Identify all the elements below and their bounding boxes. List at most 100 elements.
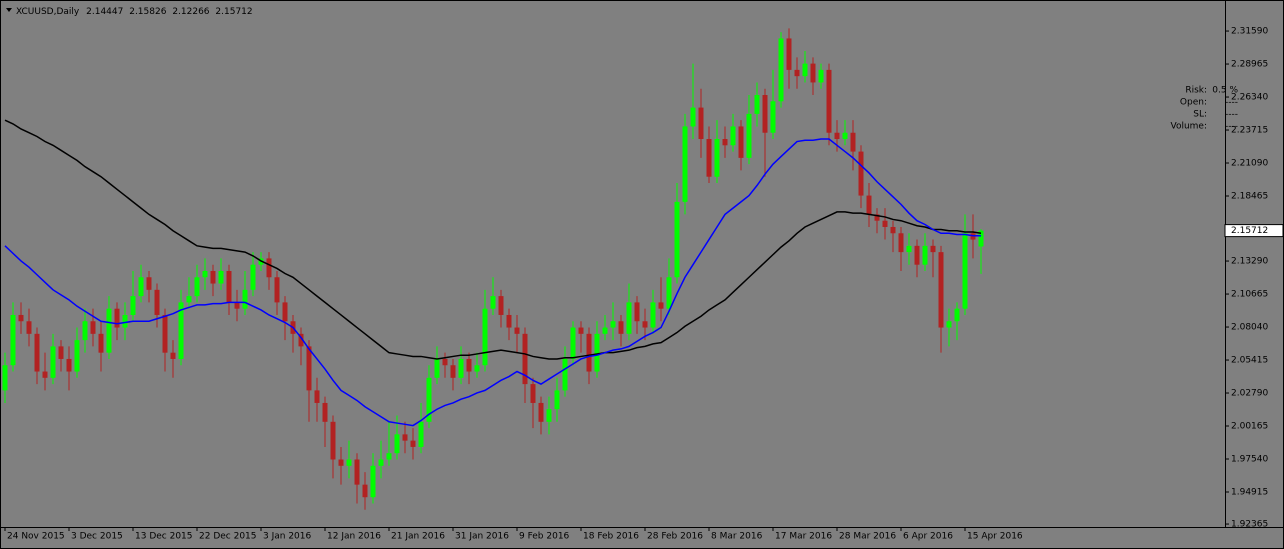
candle-body (346, 459, 352, 466)
candle-body (378, 459, 384, 466)
x-tick-label: 9 Feb 2016 (519, 532, 570, 542)
candle-body (906, 245, 912, 253)
candle-body (282, 302, 288, 322)
candle-body (162, 314, 168, 353)
candle-body (610, 321, 616, 328)
candle-body (330, 421, 336, 460)
candle-body (882, 220, 888, 227)
candle-body (658, 302, 664, 309)
candle-body (66, 358, 72, 372)
candle-body (810, 63, 816, 83)
candle-body (650, 302, 656, 328)
panel-value: 0.5 % (1212, 86, 1238, 96)
candle-body (562, 358, 568, 391)
menu-arrow[interactable] (6, 8, 12, 12)
panel-label: Volume: (1170, 122, 1207, 132)
y-tick-label: 2.21090 (1231, 159, 1268, 169)
candle-body (858, 151, 864, 196)
candle-body (274, 277, 280, 303)
candle-body (394, 434, 400, 454)
candle-body (210, 270, 216, 284)
x-tick-label: 3 Jan 2016 (263, 532, 311, 542)
symbol: XCUUSD,Daily (16, 7, 80, 17)
y-tick-label: 2.10665 (1231, 290, 1268, 300)
candle-body (802, 63, 808, 77)
candle-body (250, 264, 256, 290)
candle-body (546, 409, 552, 422)
candle-body (90, 321, 96, 334)
candle-body (466, 358, 472, 372)
candle-body (114, 308, 120, 328)
x-tick-label: 17 Mar 2016 (775, 532, 832, 542)
candle-body (586, 333, 592, 372)
candle-body (442, 358, 448, 366)
moving-average (4, 138, 981, 427)
candle-body (226, 270, 232, 303)
y-tick-label: 2.08040 (1231, 323, 1268, 333)
candle-body (410, 440, 416, 447)
y-tick-label: 2.28965 (1231, 60, 1268, 70)
candle-body (74, 340, 80, 372)
header: XCUUSD,Daily 2.14447 2.15826 2.12266 2.1… (16, 7, 253, 17)
candle-body (218, 270, 224, 284)
candle-body (794, 69, 800, 77)
candle-body (834, 132, 840, 140)
candle-body (354, 459, 360, 485)
candle-body (434, 358, 440, 378)
candle-body (746, 113, 752, 158)
candle-body (954, 308, 960, 322)
x-tick-label: 24 Nov 2015 (7, 532, 65, 542)
x-tick-label: 13 Dec 2015 (135, 532, 193, 542)
panel-value: ---- (1225, 98, 1238, 108)
candle-body (594, 333, 600, 372)
candle-body (194, 277, 200, 297)
last-close: 2.15712 (215, 7, 252, 17)
candle-body (770, 101, 776, 133)
candle-body (386, 453, 392, 460)
candle-body (962, 233, 968, 309)
candle-body (450, 365, 456, 378)
candle-body (498, 296, 504, 315)
candle-body (418, 421, 424, 447)
candle-body (314, 390, 320, 403)
moving-average (4, 119, 982, 360)
panel-label: SL: (1193, 110, 1207, 120)
candle-body (26, 321, 32, 334)
last-open: 2.14447 (86, 7, 123, 17)
candle-body (570, 327, 576, 359)
candle-body (506, 314, 512, 328)
candle-body (554, 390, 560, 410)
candle-body (938, 252, 944, 328)
candle-body (474, 365, 480, 372)
y-tick-label: 2.02790 (1231, 389, 1268, 399)
candle-body (874, 214, 880, 221)
candle-body (914, 245, 920, 265)
candle-body (130, 296, 136, 315)
candle-body (234, 302, 240, 309)
candle-body (202, 270, 208, 278)
y-tick-label: 2.18465 (1231, 192, 1268, 202)
candle-body (298, 333, 304, 347)
candle-body (322, 402, 328, 422)
candle-body (946, 321, 952, 328)
x-tick-label: 31 Jan 2016 (455, 532, 509, 542)
candle-body (50, 346, 56, 378)
candle-body (698, 107, 704, 140)
candle-body (242, 289, 248, 309)
candle-body (826, 69, 832, 133)
y-tick-label: 2.31590 (1231, 27, 1268, 37)
y-tick-label: 1.92365 (1231, 520, 1268, 530)
candle-body (690, 107, 696, 127)
candle-body (818, 69, 824, 83)
candle-body (754, 95, 760, 114)
price-label-box (1224, 224, 1284, 238)
candle-body (530, 384, 536, 403)
y-tick-label: 2.05415 (1231, 356, 1268, 366)
candle-body (850, 132, 856, 152)
candle-body (42, 371, 48, 378)
candle-body (922, 245, 928, 265)
candle-body (642, 321, 648, 328)
candle-body (706, 139, 712, 177)
candle-body (306, 346, 312, 391)
